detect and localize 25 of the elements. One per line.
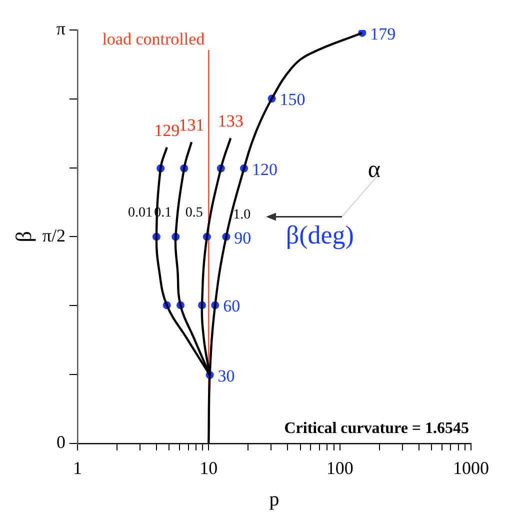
annotation: β(deg) [286,220,354,250]
x-axis-title: p [269,488,280,510]
annotation: 179 [370,24,396,44]
x-tick-label: 1 [72,458,82,478]
y-tick-label: π [56,18,66,39]
y-axis-title: β [10,231,36,242]
x-tick-label: 100 [326,458,354,478]
series-label: 0.5 [185,205,203,220]
annotation: α [368,156,381,183]
annotation: 133 [218,112,244,131]
annotation: 131 [178,116,204,135]
x-tick-label: 10 [200,458,218,478]
annotation: 129 [154,120,180,140]
x-tick-label: 1000 [453,458,489,478]
annotation: 30 [218,366,235,386]
y-tick-label: 0 [56,432,66,452]
annotation: 120 [252,160,278,179]
annotation: Critical curvature = 1.6545 [284,420,470,438]
annotation: 150 [280,90,306,110]
series-label: 0.01 [128,205,152,220]
annotation: 60 [223,296,240,316]
series-label: 1.0 [233,207,251,222]
annotation: 90 [234,228,252,248]
y-tick-label: π/2 [42,225,66,246]
ref-line-label: load controlled [102,29,206,48]
